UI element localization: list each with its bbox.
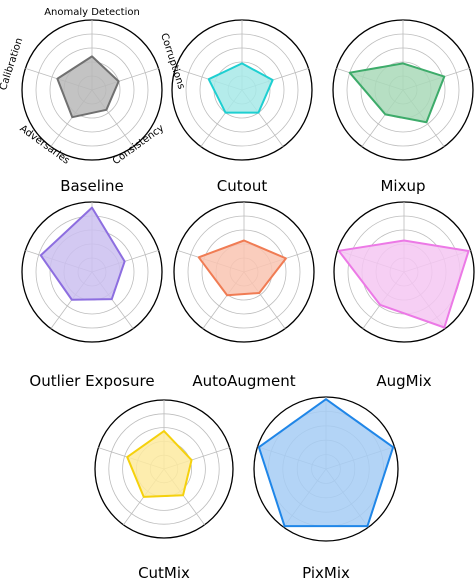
radar-panel-0: Baseline	[21, 19, 163, 195]
radar-panel-2: Mixup	[332, 19, 474, 195]
radar-title: Mixup	[380, 177, 425, 195]
radar-panel-1: Cutout	[171, 19, 313, 195]
radar-panel-7: PixMix	[253, 396, 399, 582]
radar-panel-5: AugMix	[333, 201, 475, 390]
radar-title: Baseline	[60, 177, 124, 195]
radar-title: AugMix	[376, 372, 431, 390]
radar-panel-6: CutMix	[94, 399, 234, 582]
radar-title: CutMix	[138, 564, 190, 582]
radar-panel-4: AutoAugment	[173, 201, 315, 390]
radar-title: PixMix	[302, 564, 350, 582]
radar-series-polygon	[337, 239, 470, 329]
radar-title: Outlier Exposure	[29, 372, 154, 390]
radar-series-polygon	[348, 62, 446, 124]
radar-axis-label: Anomaly Detection	[44, 7, 140, 18]
radar-series-polygon	[126, 430, 193, 498]
radar-series-polygon	[207, 62, 274, 114]
radar-axis-label: Consistency	[111, 123, 166, 167]
radar-title: Cutout	[217, 177, 268, 195]
radar-title: AutoAugment	[192, 372, 295, 390]
radar-series-polygon	[197, 239, 287, 297]
radar-series-polygon	[39, 206, 126, 301]
radar-axis-label: Calibration	[0, 37, 25, 92]
radar-series-polygon	[257, 398, 395, 528]
radar-series-polygon	[56, 55, 120, 119]
radar-panel-3: Outlier Exposure	[21, 201, 163, 390]
